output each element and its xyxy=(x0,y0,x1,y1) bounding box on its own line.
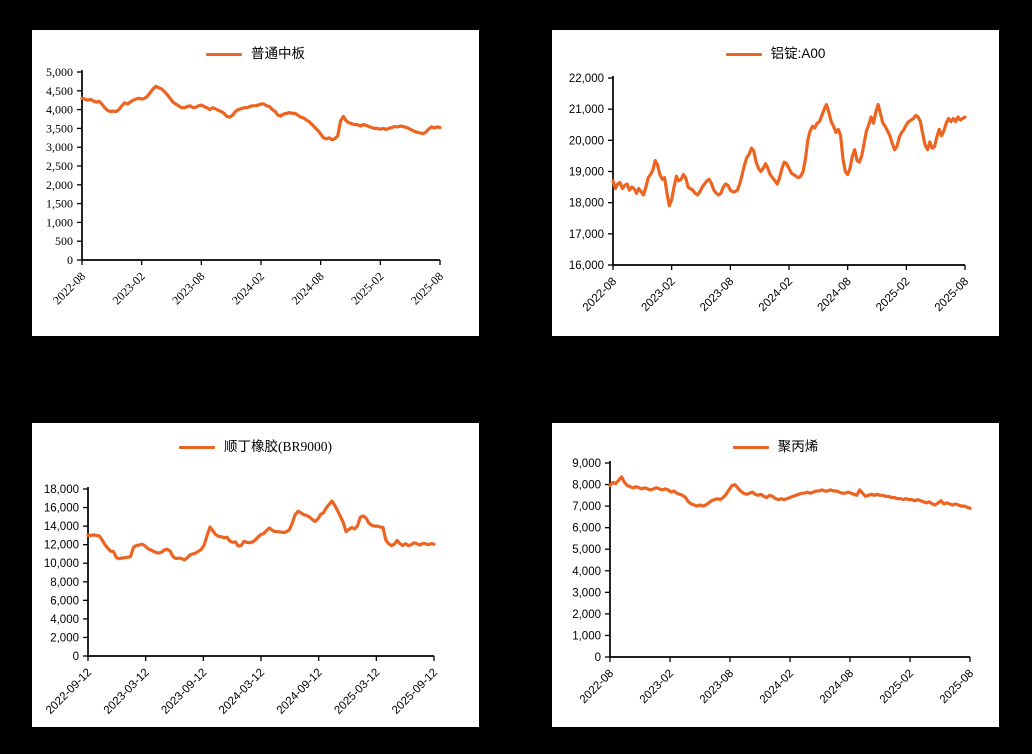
svg-text:4,000: 4,000 xyxy=(50,614,79,626)
svg-text:16,000: 16,000 xyxy=(44,503,79,515)
legend-line-swatch-icon xyxy=(206,52,242,56)
svg-text:2024-09-12: 2024-09-12 xyxy=(275,667,325,717)
legend-line-swatch-icon xyxy=(732,445,769,449)
svg-text:17,000: 17,000 xyxy=(569,229,604,241)
svg-text:10,000: 10,000 xyxy=(44,558,79,570)
svg-text:2,000: 2,000 xyxy=(46,178,73,192)
svg-text:18,000: 18,000 xyxy=(44,484,79,496)
svg-text:2,500: 2,500 xyxy=(46,159,73,173)
svg-text:2024-08: 2024-08 xyxy=(815,276,853,314)
svg-text:4,000: 4,000 xyxy=(572,566,601,578)
svg-text:2025-02: 2025-02 xyxy=(878,668,916,706)
svg-text:2023-08: 2023-08 xyxy=(169,269,207,307)
svg-text:8,000: 8,000 xyxy=(50,577,79,589)
svg-text:2023-02: 2023-02 xyxy=(639,276,677,314)
svg-text:8,000: 8,000 xyxy=(572,480,601,492)
svg-text:12,000: 12,000 xyxy=(44,540,79,552)
svg-text:3,000: 3,000 xyxy=(572,587,601,599)
svg-text:1,000: 1,000 xyxy=(46,215,73,229)
svg-text:21,000: 21,000 xyxy=(569,104,604,116)
svg-text:2023-08: 2023-08 xyxy=(698,668,736,706)
chart-panel-butadiene-rubber: 顺丁橡胶(BR9000) 0 2,000 4,000 6,000 8,000 10,000… xyxy=(32,423,479,727)
line-chart-medium-plate: 0 500 1,000 1,500 2,000 2,500 3,000 3,500 4,000 4… xyxy=(46,65,446,307)
svg-text:4,000: 4,000 xyxy=(46,103,73,117)
svg-text:14,000: 14,000 xyxy=(44,521,79,533)
svg-text:2025-08: 2025-08 xyxy=(408,269,446,307)
svg-text:2023-03-12: 2023-03-12 xyxy=(102,667,152,717)
svg-text:6,000: 6,000 xyxy=(50,595,79,607)
svg-text:1,000: 1,000 xyxy=(572,630,601,642)
chart-legend: 普通中板 xyxy=(32,44,479,64)
svg-text:2024-02: 2024-02 xyxy=(229,269,267,307)
svg-text:2022-09-12: 2022-09-12 xyxy=(44,667,94,717)
svg-text:20,000: 20,000 xyxy=(569,135,604,147)
svg-text:0: 0 xyxy=(595,652,601,664)
svg-text:2023-09-12: 2023-09-12 xyxy=(159,667,209,717)
svg-text:19,000: 19,000 xyxy=(569,167,604,179)
svg-text:2024-03-12: 2024-03-12 xyxy=(217,667,267,717)
svg-text:3,000: 3,000 xyxy=(46,140,73,154)
svg-text:18,000: 18,000 xyxy=(569,198,604,210)
svg-text:2,000: 2,000 xyxy=(50,632,79,644)
svg-text:2024-08: 2024-08 xyxy=(818,668,856,706)
chart-legend: 铝锭:A00 xyxy=(552,44,999,64)
legend-label: 聚丙烯 xyxy=(777,439,819,454)
svg-text:2024-08: 2024-08 xyxy=(289,269,327,307)
svg-text:2025-09-12: 2025-09-12 xyxy=(390,667,440,717)
legend-line-swatch-icon xyxy=(179,445,215,449)
svg-text:2022-08: 2022-08 xyxy=(578,668,616,706)
svg-text:2022-08: 2022-08 xyxy=(581,276,619,314)
svg-text:2022-08: 2022-08 xyxy=(50,269,88,307)
svg-text:500: 500 xyxy=(55,234,73,248)
legend-label: 铝锭:A00 xyxy=(770,46,826,61)
svg-text:5,000: 5,000 xyxy=(572,544,601,556)
svg-text:2025-08: 2025-08 xyxy=(938,668,976,706)
svg-text:3,500: 3,500 xyxy=(46,121,73,135)
svg-text:1,500: 1,500 xyxy=(46,197,73,211)
legend-label: 顺丁橡胶(BR9000) xyxy=(224,439,332,454)
svg-text:6,000: 6,000 xyxy=(572,523,601,535)
chart-panel-medium-plate: 普通中板 0 500 1,000 1,500 2,000 2,500 3,000 3,500 4… xyxy=(32,30,479,336)
svg-text:2025-03-12: 2025-03-12 xyxy=(332,667,382,717)
svg-text:2023-08: 2023-08 xyxy=(698,276,736,314)
svg-text:2023-02: 2023-02 xyxy=(110,269,148,307)
line-chart-butadiene-rubber: 0 2,000 4,000 6,000 8,000 10,000 12,000 14,000 1… xyxy=(44,484,440,717)
svg-text:4,500: 4,500 xyxy=(46,84,73,98)
svg-text:0: 0 xyxy=(67,253,73,267)
svg-text:2024-02: 2024-02 xyxy=(758,668,796,706)
svg-text:2025-02: 2025-02 xyxy=(874,276,912,314)
svg-text:2024-02: 2024-02 xyxy=(757,276,795,314)
chart-legend: 聚丙烯 xyxy=(552,437,999,457)
chart-legend: 顺丁橡胶(BR9000) xyxy=(32,437,479,457)
svg-text:2025-08: 2025-08 xyxy=(933,276,971,314)
svg-text:9,000: 9,000 xyxy=(572,458,601,470)
svg-text:2,000: 2,000 xyxy=(572,609,601,621)
svg-text:22,000: 22,000 xyxy=(569,73,604,85)
svg-text:5,000: 5,000 xyxy=(46,65,73,79)
svg-text:2023-02: 2023-02 xyxy=(638,668,676,706)
svg-text:2025-02: 2025-02 xyxy=(348,269,386,307)
chart-panel-polypropylene: 聚丙烯 0 1,000 2,000 3,000 4,000 5,000 6,000 7,000… xyxy=(552,423,999,727)
line-chart-aluminum-ingot: 16,000 17,000 18,000 19,000 20,000 21,000 22,0… xyxy=(569,73,971,314)
legend-line-swatch-icon xyxy=(725,52,762,56)
line-chart-polypropylene: 0 1,000 2,000 3,000 4,000 5,000 6,000 7,000 8,00… xyxy=(572,458,976,706)
legend-label: 普通中板 xyxy=(251,46,305,61)
svg-text:0: 0 xyxy=(73,651,79,663)
svg-text:7,000: 7,000 xyxy=(572,501,601,513)
svg-text:16,000: 16,000 xyxy=(569,260,604,272)
chart-panel-aluminum-ingot: 铝锭:A00 16,000 17,000 18,000 19,000 20,000 21,… xyxy=(552,30,999,336)
